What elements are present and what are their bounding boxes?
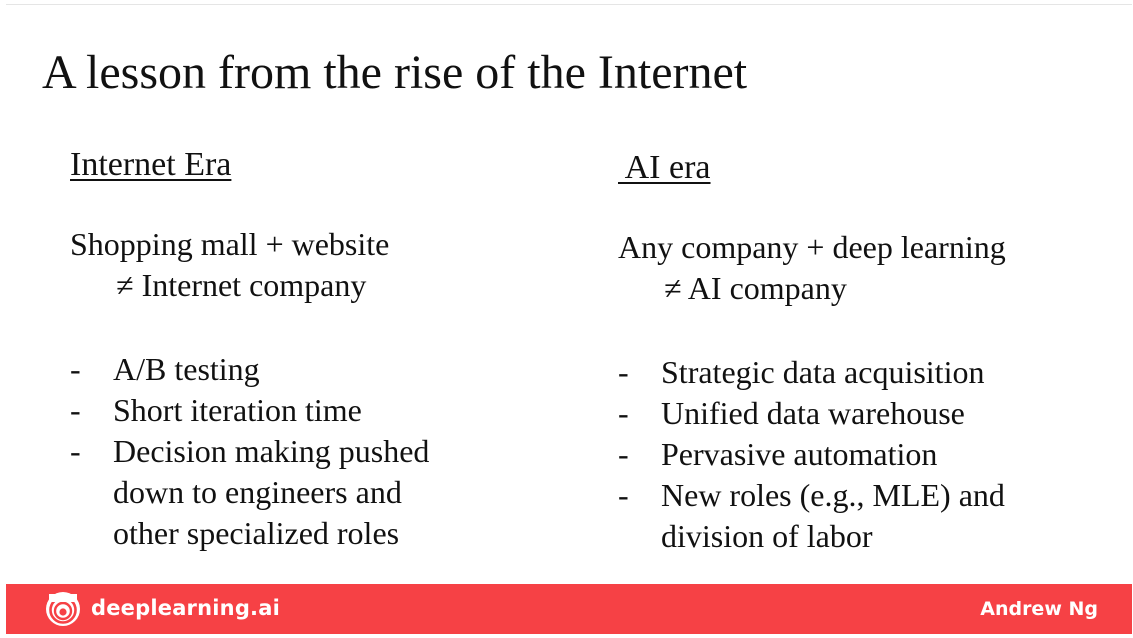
bullet-line: Unified data warehouse <box>661 394 965 431</box>
bullet-marker: - <box>618 476 629 513</box>
bullet-marker: - <box>70 432 81 469</box>
slide-title: A lesson from the rise of the Internet <box>42 46 748 99</box>
statement-line: Any company + deep learning <box>618 228 1006 265</box>
ai-era-bullets: - Strategic data acquisition - Unified data… <box>618 352 1123 557</box>
author-name: Andrew Ng <box>980 598 1098 620</box>
statement-line: ≠ AI company <box>664 269 847 306</box>
deeplearning-logo-icon <box>46 592 80 626</box>
bullet-marker: - <box>70 350 81 387</box>
statement-line: Shopping mall + website <box>70 225 390 262</box>
statement-line: ≠ Internet company <box>116 266 367 303</box>
bullet-item: - Decision making pushed down to engineers… <box>70 431 570 554</box>
slide: A lesson from the rise of the Internet I… <box>6 4 1132 585</box>
bullet-item: - A/B testing <box>70 349 570 390</box>
bullet-marker: - <box>618 353 629 390</box>
bullet-marker: - <box>618 435 629 472</box>
bullet-line: other specialized roles <box>113 514 400 551</box>
bullet-line: division of labor <box>661 517 873 554</box>
bullet-item: - New roles (e.g., MLE) and division of la… <box>618 475 1123 557</box>
ai-era-column: AI era Any company + deep learning ≠ AI … <box>618 148 1123 557</box>
bullet-line: New roles (e.g., MLE) and <box>661 476 1005 513</box>
bullet-item: - Short iteration time <box>70 390 570 431</box>
bullet-line: down to engineers and <box>113 473 402 510</box>
bullet-line: Pervasive automation <box>661 435 938 472</box>
bullet-line: Short iteration time <box>113 391 362 428</box>
internet-era-bullets: - A/B testing - Short iteration time - Decisi… <box>70 349 570 554</box>
internet-era-heading: Internet Era <box>70 146 232 183</box>
brand-name: deeplearning.ai <box>91 596 280 620</box>
internet-era-statement: Shopping mall + website ≠ Internet compa… <box>70 224 570 306</box>
internet-era-column: Internet Era Shopping mall + website ≠ I… <box>70 145 570 554</box>
bullet-marker: - <box>70 391 81 428</box>
ai-era-heading: AI era <box>618 149 711 186</box>
bullet-line: Decision making pushed <box>113 432 430 469</box>
bullet-line: A/B testing <box>113 350 260 387</box>
ai-era-statement: Any company + deep learning ≠ AI company <box>618 227 1123 309</box>
bullet-item: - Unified data warehouse <box>618 393 1123 434</box>
bullet-marker: - <box>618 394 629 431</box>
bullet-item: - Pervasive automation <box>618 434 1123 475</box>
bullet-line: Strategic data acquisition <box>661 353 985 390</box>
bullet-item: - Strategic data acquisition <box>618 352 1123 393</box>
footer-bar: deeplearning.ai Andrew Ng <box>6 584 1132 634</box>
